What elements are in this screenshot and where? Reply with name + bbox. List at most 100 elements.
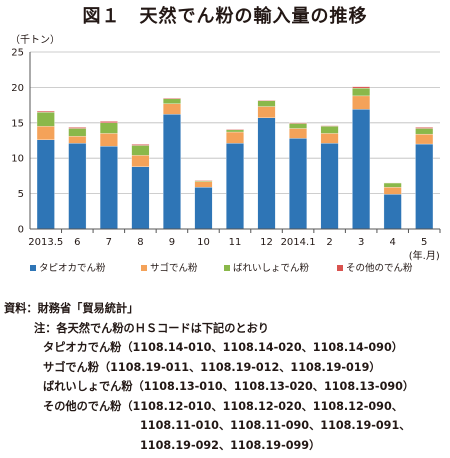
note-sago: サゴでん粉（1108.19-011、1108.19-012、1108.19-01…	[4, 358, 450, 378]
note-codes: （1108.13-010、1108.13-020、1108.13-090）	[132, 380, 415, 393]
note-other-cont-1: 1108.11-010、1108.11-090、1108.19-091、	[140, 419, 411, 432]
bar-segment	[226, 129, 244, 133]
note-label: 注：	[34, 321, 57, 335]
bar-segment	[289, 122, 307, 124]
bar-segment	[257, 99, 276, 102]
note-name: ばれいしょでん粉	[43, 380, 133, 393]
x-tick-label: 7	[106, 237, 112, 248]
bar-segment	[131, 166, 150, 230]
x-tick-label: 12	[260, 237, 273, 248]
bar-segment	[131, 145, 150, 156]
x-tick-label: 4	[390, 237, 396, 248]
bar-segment	[68, 128, 87, 137]
bar-segment	[383, 194, 402, 230]
bar-segment	[36, 126, 55, 140]
bar-segment	[99, 146, 118, 230]
x-tick-label: 3	[358, 237, 364, 248]
note-codes: （1108.19-011、1108.19-012、1108.19-019）	[98, 360, 381, 374]
note-intro: 各天然でん粉のＨＳコードは下記のとおり	[56, 321, 269, 335]
legend-swatch	[337, 265, 343, 271]
source-label: 資料：	[4, 302, 38, 315]
legend-swatch	[30, 265, 36, 271]
bar-segment	[415, 128, 434, 135]
bar-segment	[320, 143, 339, 230]
legend-label: その他のでん粉	[346, 262, 413, 274]
note-codes: （1108.12-010、1108.12-020、1108.12-090、	[121, 399, 403, 413]
bar-segment	[415, 127, 434, 129]
bar-segment	[194, 181, 213, 188]
x-tick-label: 5	[421, 237, 427, 248]
bar-segment	[352, 95, 371, 110]
bar-segment	[320, 125, 339, 127]
source-text: 財務省「貿易統計」	[37, 302, 139, 315]
note-potato: ばれいしょでん粉（1108.13-010、1108.13-020、1108.13…	[4, 377, 450, 397]
bar-segment	[163, 103, 181, 115]
x-tick-label: 11	[229, 237, 242, 248]
bar-segment	[289, 128, 307, 139]
x-tick-label: 9	[169, 237, 175, 248]
bar-segment	[352, 87, 371, 97]
bar-segment	[68, 143, 87, 230]
note-tapioca: タピオカでん粉（1108.14-010、1108.14-020、1108.14-…	[4, 338, 450, 358]
bar-segment	[131, 144, 150, 146]
bar-segment	[415, 133, 434, 145]
bar-segment	[226, 129, 244, 131]
bar-segment	[131, 155, 150, 167]
note-codes: （1108.14-010、1108.14-020、1108.14-090）	[121, 341, 403, 354]
x-tick-label: 6	[74, 237, 80, 248]
note-other: その他のでん粉（1108.12-010、1108.12-020、1108.12-…	[4, 397, 450, 417]
note-name: サゴでん粉	[43, 360, 99, 374]
legend-swatch	[224, 265, 230, 271]
bar-segment	[320, 126, 339, 134]
legend-label: サゴでん粉	[150, 262, 198, 274]
note-name: タピオカでん粉	[43, 341, 122, 354]
y-tick-label: 25	[11, 48, 24, 59]
legend-label: タピオカでん粉	[39, 262, 106, 274]
bar-segment	[99, 133, 118, 147]
legend-label: ばれいしょでん粉	[233, 262, 310, 274]
bar-segment	[383, 187, 402, 195]
bar-segment	[68, 127, 87, 129]
axes	[29, 52, 441, 233]
x-tick-label: 2014.1	[281, 237, 316, 248]
bar-segment	[320, 133, 339, 144]
bar-segment	[289, 138, 307, 230]
y-unit-label: （千トン）	[10, 35, 60, 46]
note-name: その他のでん粉	[43, 399, 122, 413]
note-other-cont-2: 1108.19-092、1108.19-099）	[140, 438, 321, 452]
y-tick-label: 10	[11, 154, 24, 165]
bar-segment	[163, 98, 181, 104]
bar-segment	[36, 110, 55, 113]
y-tick-label: 20	[11, 83, 24, 94]
y-tick-label: 0	[18, 225, 24, 236]
bar-segment	[194, 179, 213, 182]
note-line: 注：各天然でん粉のＨＳコードは下記のとおり	[4, 319, 450, 339]
bar-segment	[257, 100, 276, 107]
chart-title: 図１ 天然でん粉の輸入量の推移	[82, 6, 368, 27]
bar-segment	[226, 131, 244, 144]
bar-segment	[68, 136, 87, 144]
x-unit-label: (年.月)	[409, 249, 440, 262]
bar-segment	[194, 187, 213, 230]
bar-segment	[163, 114, 181, 230]
x-tick-label: 2013.5	[28, 237, 63, 248]
bar-segment	[289, 123, 307, 129]
bar-segment	[257, 106, 276, 118]
bar-segment	[352, 109, 371, 230]
y-tick-label: 5	[18, 189, 24, 200]
bar-segment	[99, 122, 118, 134]
bar-segment	[163, 97, 181, 99]
y-tick-label: 15	[11, 118, 24, 129]
bar-segment	[352, 86, 371, 89]
legend: タピオカでん粉 サゴでん粉 ばれいしょでん粉 その他のでん粉	[30, 262, 413, 274]
bar-segment	[226, 143, 244, 230]
notes: 資料：財務省「貿易統計」 注：各天然でん粉のＨＳコードは下記のとおり タピオカで…	[4, 299, 450, 455]
x-tick-label: 8	[137, 237, 143, 248]
bar-segment	[383, 182, 402, 188]
legend-swatch	[141, 265, 147, 271]
bar-segment	[99, 121, 118, 123]
bar-segment	[36, 112, 55, 127]
x-tick-label: 10	[197, 237, 210, 248]
